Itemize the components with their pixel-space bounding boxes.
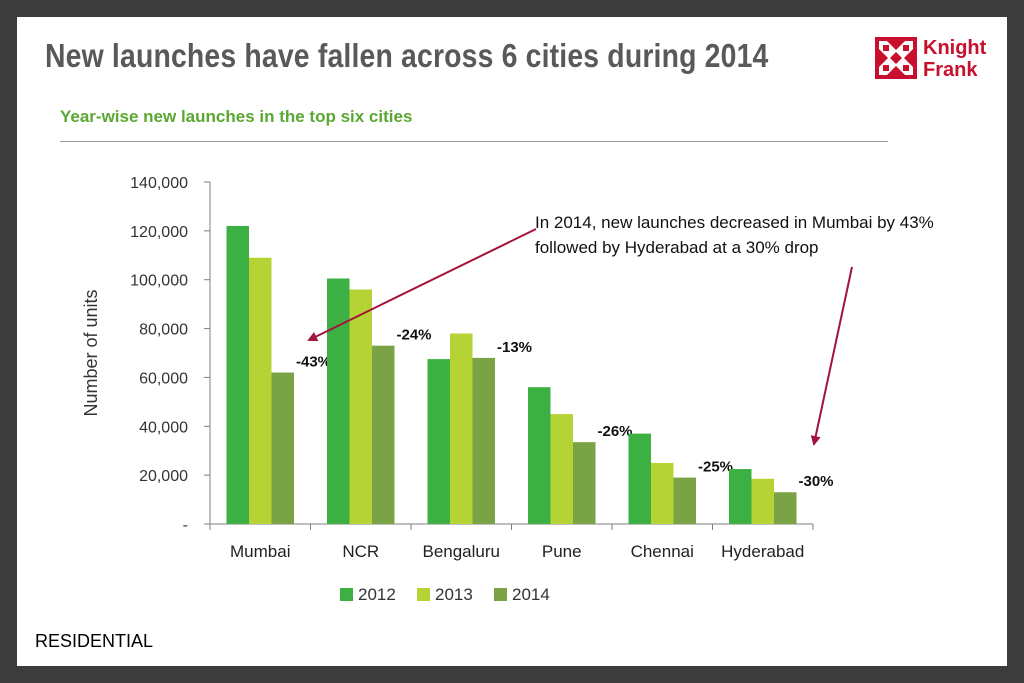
legend-label-2012: 2012: [358, 585, 396, 604]
slide-title: New launches have fallen across 6 cities…: [45, 37, 769, 74]
knight-frank-logo-mark: [875, 37, 917, 79]
logo-text-knight: Knight: [923, 37, 987, 59]
bar-bengaluru-2014: [472, 357, 495, 524]
bar-bengaluru-2012: [427, 359, 450, 524]
bar-mumbai-2013: [249, 257, 272, 524]
change-label-chennai: -25%: [698, 459, 733, 476]
bar-chennai-2013: [651, 462, 674, 524]
bar-chennai-2012: [628, 433, 651, 524]
x-tick-label: Mumbai: [230, 542, 290, 561]
heading-divider: [60, 141, 888, 142]
callout-text: In 2014, new launches decreased in Mumba…: [535, 213, 934, 257]
x-tick-label: Pune: [542, 542, 582, 561]
y-tick-label: 40,000: [139, 419, 188, 436]
change-label-hyderabad: -30%: [799, 473, 834, 490]
callout-arrow-mumbai: [307, 228, 537, 341]
y-tick-label: 120,000: [130, 224, 188, 241]
bar-mumbai-2014: [271, 372, 294, 524]
knight-frank-logo: Knight Frank: [875, 37, 995, 83]
bar-hyderabad-2012: [729, 469, 752, 524]
y-tick-label: 60,000: [139, 370, 188, 387]
change-label-ncr: -24%: [397, 327, 432, 344]
x-tick-label: Chennai: [631, 542, 694, 561]
bar-mumbai-2012: [226, 225, 249, 524]
bar-pune-2014: [573, 442, 596, 524]
legend-label-2014: 2014: [512, 585, 550, 604]
footer-label: RESIDENTIAL: [35, 631, 154, 651]
bar-hyderabad-2014: [774, 492, 797, 524]
bar-pune-2012: [528, 387, 551, 524]
bar-ncr-2013: [349, 289, 372, 524]
y-tick-label: 20,000: [139, 468, 188, 485]
legend-swatch-2014: [494, 588, 507, 601]
legend-swatch-2012: [340, 588, 353, 601]
y-axis-title: Number of units: [81, 289, 101, 416]
bar-pune-2013: [550, 414, 573, 524]
callout-arrow-hyderabad: [810, 266, 853, 446]
change-label-pune: -26%: [598, 423, 633, 440]
bar-chennai-2014: [673, 477, 696, 524]
slide: New launches have fallen across 6 cities…: [17, 17, 1007, 666]
y-tick-label: -: [183, 517, 188, 534]
y-tick-label: 140,000: [130, 175, 188, 192]
bar-ncr-2014: [372, 345, 395, 524]
bar-hyderabad-2013: [751, 478, 774, 524]
legend-label-2013: 2013: [435, 585, 473, 604]
y-tick-label: 80,000: [139, 322, 188, 339]
legend-swatch-2013: [417, 588, 430, 601]
bar-chart: - 20,000 40,000 60,000 80,000 100,000 120,000 1…: [81, 175, 853, 604]
x-tick-label: Hyderabad: [721, 542, 804, 561]
change-label-mumbai: -43%: [296, 354, 331, 371]
change-label-bengaluru: -13%: [497, 339, 532, 356]
chart-heading: Year-wise new launches in the top six ci…: [60, 107, 413, 126]
bar-bengaluru-2013: [450, 333, 473, 524]
logo-text-frank: Frank: [923, 59, 978, 81]
y-tick-label: 100,000: [130, 273, 188, 290]
bar-ncr-2012: [327, 278, 350, 524]
x-tick-label: NCR: [342, 542, 379, 561]
x-tick-label: Bengaluru: [422, 542, 500, 561]
